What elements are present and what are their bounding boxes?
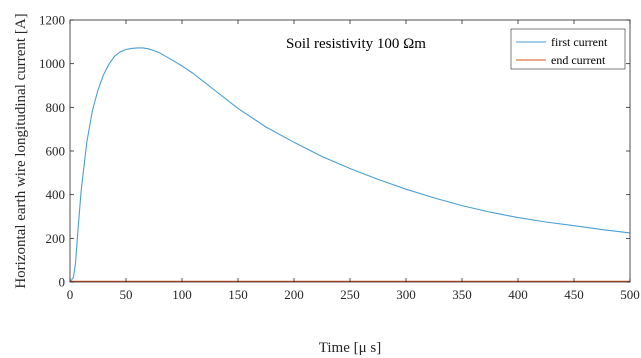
y-axis-label: Horizontal earth wire longitudinal curre…	[13, 13, 29, 288]
y-tick-label: 1000	[39, 56, 65, 71]
chart-annotation: Soil resistivity 100 Ωm	[286, 36, 426, 52]
x-tick-label: 350	[452, 287, 472, 302]
x-tick-label: 100	[172, 287, 192, 302]
x-tick-label: 0	[67, 287, 74, 302]
x-tick-label: 200	[284, 287, 304, 302]
x-tick-label: 300	[396, 287, 416, 302]
x-tick-label: 150	[228, 287, 248, 302]
y-tick-label: 600	[46, 144, 66, 159]
legend-label-end-current: end current	[551, 53, 606, 67]
y-tick-label: 0	[59, 275, 66, 290]
legend-label-first-current: first current	[551, 35, 608, 49]
x-tick-label: 450	[564, 287, 584, 302]
legend-box	[510, 28, 626, 70]
y-tick-label: 1200	[39, 13, 65, 28]
y-tick-label: 800	[46, 100, 66, 115]
series-line-first-current	[69, 47, 631, 283]
x-tick-label: 250	[340, 287, 360, 302]
x-tick-label: 50	[120, 287, 133, 302]
x-tick-label: 400	[508, 287, 528, 302]
legend: first current end current	[510, 28, 626, 70]
y-tick-label: 400	[46, 187, 66, 202]
x-axis-label: Time [μ s]	[319, 340, 382, 356]
x-tick-label: 500	[620, 287, 640, 302]
tick-layer: 0 50 100 150 200 250 300 350 400 450 500 0 200 400 600…	[39, 13, 640, 303]
y-tick-label: 200	[46, 231, 66, 246]
